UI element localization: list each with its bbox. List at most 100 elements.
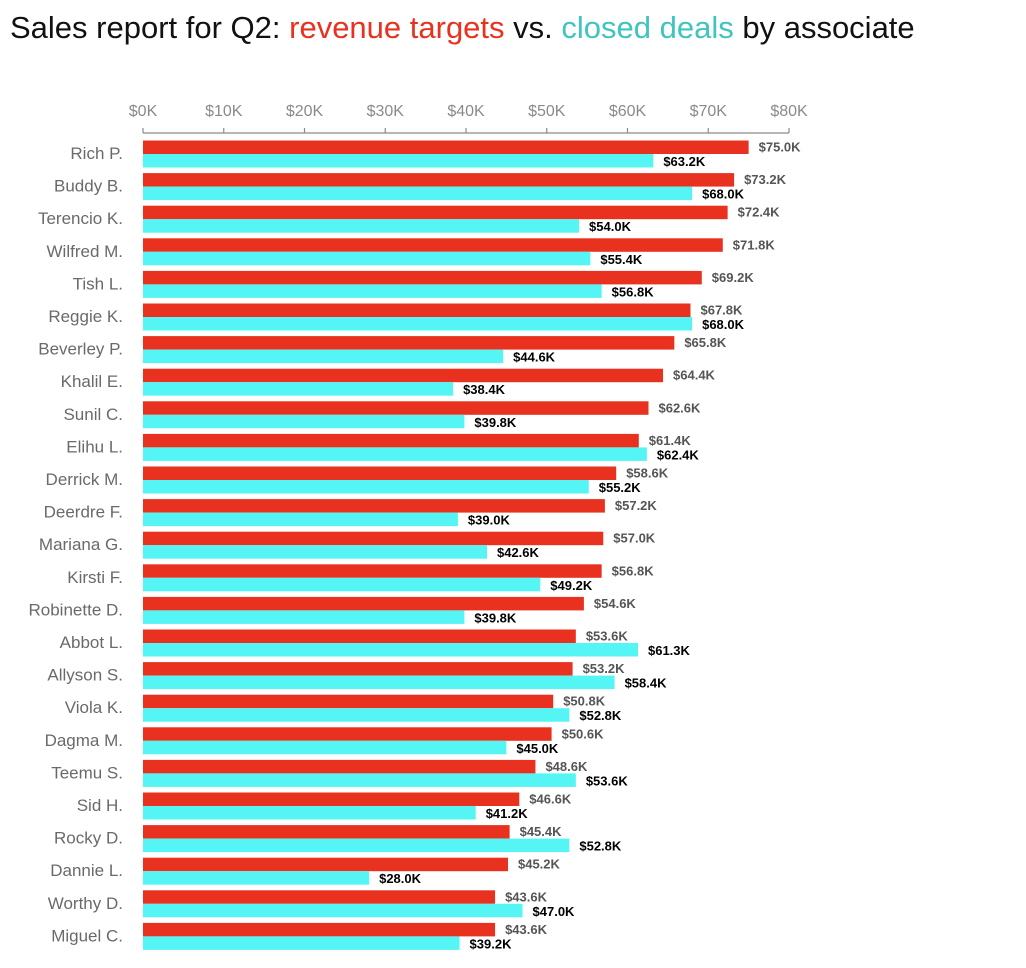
target-data-label: $61.4K xyxy=(649,433,692,448)
category-label: Teemu S. xyxy=(51,763,123,782)
category-label: Tish L. xyxy=(73,274,123,293)
deal-data-label: $41.2K xyxy=(486,806,529,821)
bar-closed-deal xyxy=(143,414,465,429)
deal-data-label: $56.8K xyxy=(612,284,655,299)
deal-data-label: $45.0K xyxy=(516,741,559,756)
title-middle: vs. xyxy=(504,10,562,45)
category-label: Sid H. xyxy=(77,796,123,815)
bar-revenue-target xyxy=(143,401,649,415)
target-data-label: $45.4K xyxy=(520,824,563,839)
category-label: Mariana G. xyxy=(39,535,123,554)
data-labels: $75.0K$63.2K$73.2K$68.0K$72.4K$54.0K$71.… xyxy=(379,140,801,952)
target-data-label: $54.6K xyxy=(594,596,637,611)
bar-revenue-target xyxy=(143,792,520,806)
target-data-label: $56.8K xyxy=(612,563,655,578)
target-data-label: $43.6K xyxy=(505,922,548,937)
target-data-label: $57.0K xyxy=(613,531,656,546)
deal-data-label: $68.0K xyxy=(702,317,745,332)
deal-data-label: $58.4K xyxy=(625,676,668,691)
bar-closed-deal xyxy=(143,740,507,755)
x-tick-label: $10K xyxy=(205,103,243,120)
deal-data-label: $47.0K xyxy=(533,904,576,919)
deal-data-label: $52.8K xyxy=(579,708,622,723)
bar-closed-deal xyxy=(143,577,541,592)
deal-data-label: $54.0K xyxy=(589,219,632,234)
bar-revenue-target xyxy=(143,140,749,154)
bar-closed-deal xyxy=(143,382,454,396)
category-label: Abbot L. xyxy=(60,633,123,652)
bar-revenue-target xyxy=(143,857,508,872)
x-tick-label: $80K xyxy=(770,103,808,120)
bar-closed-deal xyxy=(143,643,638,657)
bar-closed-deal xyxy=(143,903,523,918)
bar-closed-deal xyxy=(143,480,589,494)
target-data-label: $50.8K xyxy=(563,694,606,709)
bar-revenue-target xyxy=(143,662,573,676)
target-data-label: $62.6K xyxy=(658,400,701,415)
category-label: Worthy D. xyxy=(48,894,123,913)
bar-revenue-target xyxy=(143,368,664,383)
category-label: Kirsti F. xyxy=(67,568,123,587)
bar-closed-deal xyxy=(143,708,570,722)
bar-revenue-target xyxy=(143,922,496,937)
category-label: Rich P. xyxy=(70,144,123,163)
target-data-label: $73.2K xyxy=(744,172,787,187)
bar-revenue-target xyxy=(143,890,496,904)
target-data-label: $43.6K xyxy=(505,889,548,904)
category-label: Dannie L. xyxy=(50,861,123,880)
target-data-label: $58.6K xyxy=(626,466,669,481)
bar-closed-deal xyxy=(143,219,580,233)
deal-data-label: $53.6K xyxy=(586,773,629,788)
target-data-label: $53.2K xyxy=(583,661,626,676)
deal-data-label: $28.0K xyxy=(379,871,422,886)
bar-closed-deal xyxy=(143,186,693,201)
bar-revenue-target xyxy=(143,564,602,578)
target-data-label: $45.2K xyxy=(518,857,561,872)
bar-revenue-target xyxy=(143,499,605,513)
category-label: Beverley P. xyxy=(38,340,123,359)
target-data-label: $75.0K xyxy=(759,140,802,155)
deal-data-label: $39.8K xyxy=(474,415,517,430)
bar-revenue-target xyxy=(143,173,735,187)
category-label: Dagma M. xyxy=(45,731,123,750)
bar-revenue-target xyxy=(143,531,604,546)
bar-closed-deal xyxy=(143,317,693,331)
bar-closed-deal xyxy=(143,838,570,853)
x-tick-label: $40K xyxy=(447,103,485,120)
x-tick-label: $30K xyxy=(367,103,405,120)
bar-closed-deal xyxy=(143,251,591,266)
x-tick-label: $50K xyxy=(528,103,566,120)
x-axis: $0K $10K $20K $30K $40K $50K $60K $70K $80K xyxy=(129,103,808,134)
chart-title: Sales report for Q2: revenue targets vs.… xyxy=(10,10,915,46)
bar-closed-deal xyxy=(143,675,615,690)
category-label: Wilfred M. xyxy=(47,242,124,261)
bar-revenue-target xyxy=(143,336,675,350)
bar-revenue-target xyxy=(143,727,552,741)
category-label: Derrick M. xyxy=(46,470,123,489)
deal-data-label: $39.2K xyxy=(470,936,513,951)
target-data-label: $67.8K xyxy=(700,303,743,318)
target-data-label: $69.2K xyxy=(712,270,755,285)
bar-closed-deal xyxy=(143,284,602,298)
title-series-targets: revenue targets xyxy=(289,10,505,45)
bar-closed-deal xyxy=(143,447,647,461)
target-data-label: $64.4K xyxy=(673,368,716,383)
bar-closed-deal xyxy=(143,610,465,624)
category-label: Reggie K. xyxy=(48,307,123,326)
bar-closed-deal xyxy=(143,545,487,559)
category-label: Sunil C. xyxy=(63,405,123,424)
x-tick-label: $20K xyxy=(286,103,324,120)
deal-data-label: $61.3K xyxy=(648,643,691,658)
bar-revenue-target xyxy=(143,466,617,480)
bar-revenue-target xyxy=(143,694,554,709)
bar-revenue-target xyxy=(143,303,691,317)
category-label: Buddy B. xyxy=(54,177,123,196)
category-label: Robinette D. xyxy=(29,600,124,619)
x-tick-label: $60K xyxy=(609,103,647,120)
category-label: Allyson S. xyxy=(47,666,123,685)
category-label: Terencio K. xyxy=(38,209,123,228)
title-series-deals: closed deals xyxy=(561,10,734,45)
category-label: Rocky D. xyxy=(54,829,123,848)
bar-closed-deal xyxy=(143,871,370,885)
bar-closed-deal xyxy=(143,773,576,787)
